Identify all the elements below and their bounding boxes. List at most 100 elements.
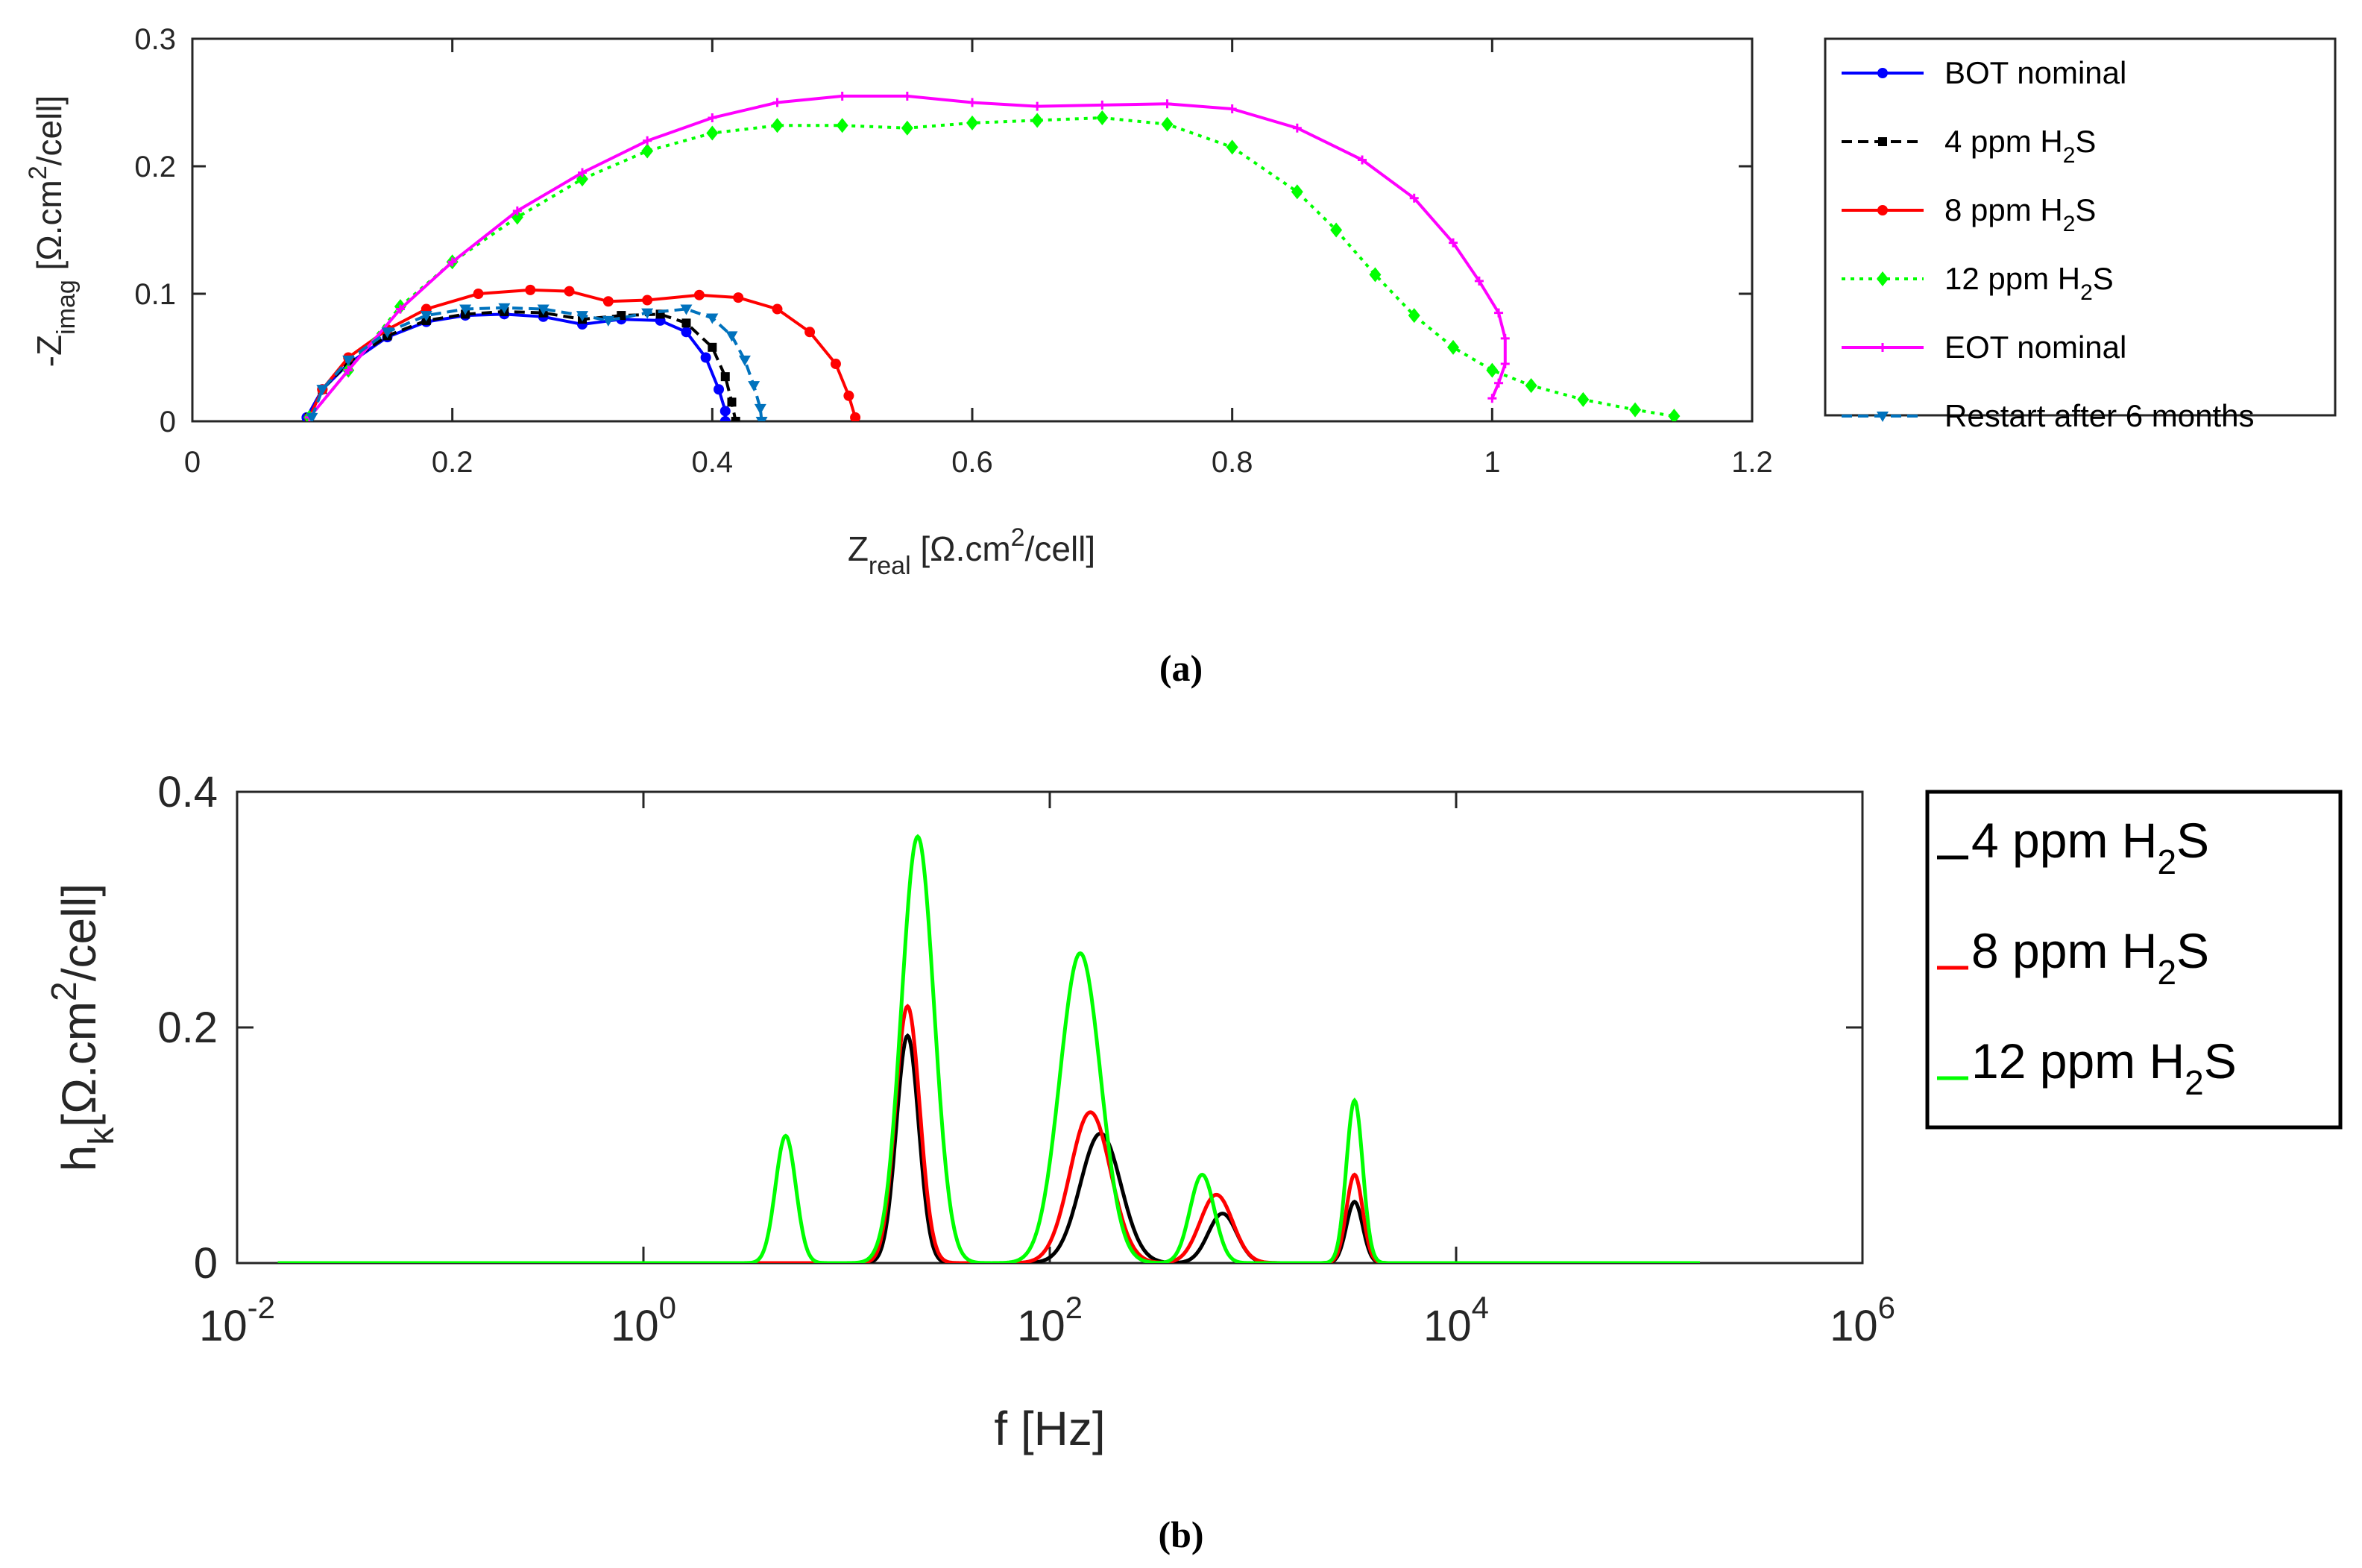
y-tick-label-b: 0 <box>194 1239 218 1288</box>
data-point-a <box>708 342 717 352</box>
data-point-a <box>714 384 725 395</box>
series-a-5 <box>306 303 768 421</box>
series-group-a <box>301 91 1681 421</box>
legend-entry-a: Restart after 6 months <box>1842 398 2255 433</box>
data-point-a <box>772 303 783 315</box>
legend-label-a: Restart after 6 months <box>1944 398 2255 433</box>
axis-ticks-b <box>236 790 1864 1265</box>
series-a-3 <box>303 110 1681 421</box>
data-point-a <box>1330 222 1343 238</box>
x-tick-label-a: 0.6 <box>951 446 993 479</box>
x-tick-label-a: 0.2 <box>432 446 473 479</box>
data-point-a <box>1447 339 1460 355</box>
data-point-a <box>706 313 719 324</box>
legend-marker-a <box>1877 271 1889 286</box>
data-point-a <box>512 206 522 215</box>
data-point-a <box>902 91 912 101</box>
y-tick-label-a: 0.2 <box>134 151 176 183</box>
data-point-a <box>754 403 766 415</box>
data-point-a <box>720 372 730 382</box>
data-point-a <box>641 308 654 319</box>
data-point-a <box>602 315 614 327</box>
data-point-a <box>420 311 432 322</box>
data-point-a <box>1227 104 1237 114</box>
legend-label-b: 8 ppm H2S <box>1971 923 2209 992</box>
data-point-a <box>901 120 913 136</box>
data-point-a <box>850 412 861 421</box>
data-point-a <box>681 318 691 328</box>
x-tick-label-b: 104 <box>1423 1290 1489 1350</box>
x-tick-labels-a: 0 0.2 0.4 0.6 0.8 1 1.2 <box>184 446 1773 479</box>
data-point-a <box>306 412 318 421</box>
data-point-a <box>642 295 653 306</box>
data-point-a <box>1033 101 1042 111</box>
legend-marker-a <box>1877 68 1888 78</box>
legend-label-b: 12 ppm H2S <box>1971 1033 2237 1102</box>
series-b-2 <box>277 834 1700 1263</box>
y-tick-labels-b: 0 0.2 0.4 <box>157 768 218 1288</box>
data-point-a <box>1494 308 1504 318</box>
legend-entry-a: EOT nominal <box>1842 330 2126 365</box>
legend-marker-a <box>1877 205 1888 215</box>
legend-marker-a <box>1877 412 1889 422</box>
data-point-a <box>498 303 511 314</box>
y-tick-label-b: 0.2 <box>157 1004 218 1052</box>
data-point-a <box>576 311 588 322</box>
legend-label-a: 12 ppm H2S <box>1944 261 2114 305</box>
data-point-a <box>1358 155 1367 165</box>
data-point-a <box>602 296 614 307</box>
data-point-a <box>1449 238 1458 248</box>
x-axis-label-a: Zreal [Ω.cm2/cell] <box>848 523 1095 580</box>
caption-a: (a) <box>1159 647 1203 689</box>
data-point-a <box>1162 99 1172 109</box>
legend-label-b: 4 ppm H2S <box>1971 813 2209 881</box>
data-point-a <box>681 327 692 338</box>
data-point-a <box>1494 378 1504 388</box>
data-point-a <box>316 385 329 396</box>
data-point-a <box>641 143 654 159</box>
data-point-a <box>804 327 816 338</box>
legend-entry-b: 4 ppm H2S <box>1937 813 2209 881</box>
data-point-a <box>1369 267 1382 283</box>
legend-entry-a: BOT nominal <box>1842 55 2126 90</box>
x-tick-label-b: 10-2 <box>199 1290 275 1350</box>
y-tick-labels-a: 0 0.1 0.2 0.3 <box>134 23 176 438</box>
legend-entry-a: 4 ppm H2S <box>1842 124 2096 168</box>
data-point-a <box>473 289 484 299</box>
data-point-a <box>1291 184 1303 200</box>
data-point-a <box>1226 139 1238 155</box>
data-point-a <box>748 381 760 392</box>
data-point-a <box>966 115 978 130</box>
data-point-a <box>733 292 744 303</box>
data-point-a <box>837 91 847 101</box>
data-point-a <box>738 355 751 366</box>
legend-box-b <box>1925 790 2343 1130</box>
data-point-a <box>1668 409 1681 421</box>
data-point-a <box>771 118 784 133</box>
data-point-a <box>537 304 549 315</box>
y-tick-label-a: 0.3 <box>134 23 176 56</box>
legend-label-a: 8 ppm H2S <box>1944 192 2096 236</box>
plot-area-a <box>191 37 1754 423</box>
caption-b: (b) <box>1158 1514 1203 1555</box>
data-point-a <box>836 118 848 133</box>
data-point-a <box>727 397 737 407</box>
data-point-a <box>830 359 841 370</box>
series-group-b <box>277 834 1700 1263</box>
data-point-a <box>395 304 405 314</box>
series-line-a <box>310 306 763 421</box>
data-point-a <box>725 331 738 342</box>
y-axis-label-a: -Zimag [Ω.cm2/cell] <box>24 95 81 368</box>
x-tick-label-b: 102 <box>1017 1290 1083 1350</box>
data-point-a <box>1629 402 1642 418</box>
y-tick-label-a: 0.1 <box>134 278 176 311</box>
chart-panel-b: 10-2 100 102 104 106 0 0.2 0.4 f [Hz] hk[Ω.cm2… <box>45 768 2343 1555</box>
legend-marker-a <box>1878 137 1887 146</box>
legend-label-a: 4 ppm H2S <box>1944 124 2096 168</box>
series-line-b <box>277 834 1700 1263</box>
legend-entry-b: 8 ppm H2S <box>1937 923 2209 992</box>
data-point-a <box>719 406 731 417</box>
x-tick-label-b: 100 <box>611 1290 676 1350</box>
legend-label-a: BOT nominal <box>1944 55 2126 90</box>
data-point-a <box>1292 123 1302 133</box>
